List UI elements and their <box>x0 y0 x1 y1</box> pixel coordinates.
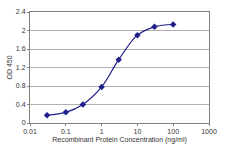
svg-text:0.4: 0.4 <box>16 101 26 108</box>
svg-text:1000: 1000 <box>201 128 217 135</box>
svg-text:100: 100 <box>167 128 179 135</box>
svg-text:2: 2 <box>22 27 26 34</box>
svg-text:10: 10 <box>134 128 142 135</box>
svg-text:Recombinant Protein Concentrat: Recombinant Protein Concentration (ng/ml… <box>52 136 187 144</box>
svg-text:1: 1 <box>100 128 104 135</box>
svg-text:0.1: 0.1 <box>61 128 71 135</box>
svg-text:2.4: 2.4 <box>16 8 26 15</box>
svg-text:0: 0 <box>22 119 26 126</box>
svg-text:1.6: 1.6 <box>16 45 26 52</box>
svg-text:1.2: 1.2 <box>16 64 26 71</box>
svg-text:OD 450: OD 450 <box>6 55 13 79</box>
svg-text:0.01: 0.01 <box>23 128 37 135</box>
svg-text:0.8: 0.8 <box>16 82 26 89</box>
